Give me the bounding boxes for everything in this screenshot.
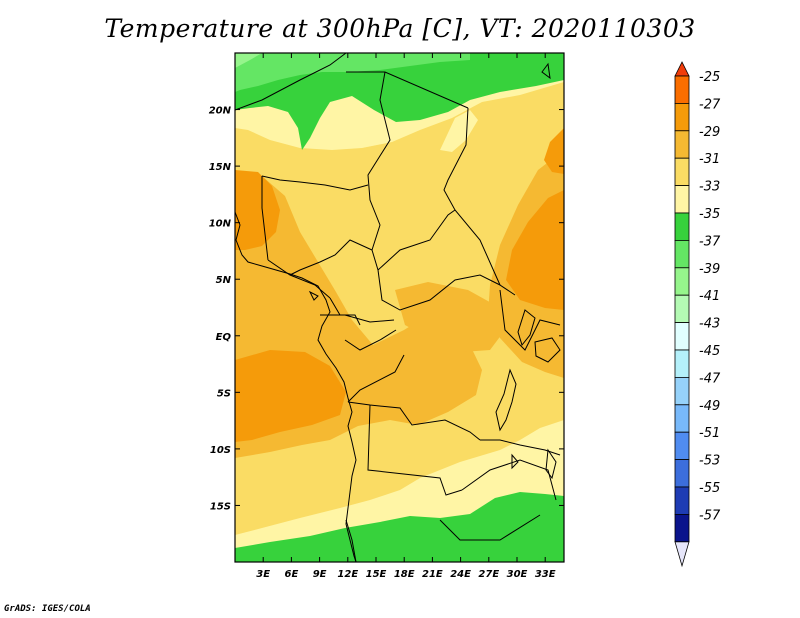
band-minus-39-north xyxy=(235,53,470,92)
lon-tick-label: 3E xyxy=(256,569,270,580)
band-minus-31-center xyxy=(395,282,505,352)
lat-tick-label: 15S xyxy=(210,501,231,512)
colorbar-swatch xyxy=(674,157,690,186)
colorbar-swatch xyxy=(674,212,690,241)
colorbar-label: -35 xyxy=(699,207,720,222)
lon-tick-label: 21E xyxy=(422,569,443,580)
colorbar-swatch xyxy=(674,431,690,461)
colorbar-label: -57 xyxy=(699,508,721,523)
colorbar-bottom-arrow xyxy=(674,541,690,568)
lon-tick-label: 27E xyxy=(478,569,499,580)
lat-tick-label: 10S xyxy=(210,445,231,456)
colorbar-label: -51 xyxy=(699,426,720,441)
lat-tick-label: 15N xyxy=(209,162,232,173)
colorbar-swatch xyxy=(674,267,690,296)
colorbar-swatch xyxy=(674,349,690,378)
lon-tick-label: 18E xyxy=(394,569,415,580)
colorbar-swatch xyxy=(674,459,690,488)
colorbar-label: -25 xyxy=(699,70,720,85)
colorbar-label: -47 xyxy=(699,371,721,386)
colorbar-top-arrow xyxy=(674,61,690,77)
band-minus-29-northwest xyxy=(235,170,280,250)
colorbar-label: -33 xyxy=(699,180,720,195)
lon-tick-label: 33E xyxy=(535,569,556,580)
colorbar-swatch xyxy=(674,404,690,433)
lon-tick-label: 12E xyxy=(337,569,358,580)
lon-tick-label: 30E xyxy=(507,569,528,580)
lat-tick-label: 20N xyxy=(209,106,232,117)
colorbar-label: -37 xyxy=(699,234,721,249)
colorbar-label: -55 xyxy=(699,481,720,496)
band-minus-29-southwest xyxy=(235,350,346,442)
colorbar-label: -43 xyxy=(699,317,720,332)
colorbar-swatch xyxy=(674,130,690,159)
colorbar-swatch xyxy=(674,322,690,351)
band-minus-35-northeast xyxy=(440,110,478,152)
coastline xyxy=(235,62,561,562)
lon-tick-label: 15E xyxy=(366,569,387,580)
colorbar-swatch xyxy=(674,75,690,104)
band-minus-37-north xyxy=(235,53,564,150)
colorbar-swatch xyxy=(674,294,690,324)
map-frame xyxy=(234,52,565,563)
colorbar-label: -29 xyxy=(699,125,720,140)
grads-credit: GrADS: IGES/COLA xyxy=(4,604,91,614)
colorbar-label: -49 xyxy=(699,399,720,414)
longitude-axis: 3E 6E 9E 12E 15E 18E 21E 24E 27E 30E 33E xyxy=(256,53,556,580)
colorbar-label: -41 xyxy=(699,289,720,304)
lat-tick-label: 10N xyxy=(209,219,232,230)
colorbar-swatch xyxy=(674,239,690,269)
colorbar: -25 -27 -29 -31 -33 -35 -37 -39 -41 -43 -45 -47 -49 -… xyxy=(674,61,721,568)
colorbar-swatch xyxy=(674,185,690,214)
latitude-axis: 20N 15N 10N 5N EQ 5S 10S 15S xyxy=(209,106,564,512)
temperature-field xyxy=(235,53,564,562)
colorbar-swatch xyxy=(674,486,690,515)
colorbar-label: -31 xyxy=(699,152,720,167)
band-minus-37-south xyxy=(235,492,564,562)
band-minus-41-corner xyxy=(235,53,262,68)
lat-tick-label: EQ xyxy=(216,332,232,343)
colorbar-label: -45 xyxy=(699,344,720,359)
band-minus-29-east xyxy=(506,190,564,310)
colorbar-swatch xyxy=(674,103,690,132)
lon-tick-label: 24E xyxy=(450,569,471,580)
lat-tick-label: 5N xyxy=(216,275,232,286)
lon-tick-label: 9E xyxy=(313,569,327,580)
colorbar-label: -27 xyxy=(699,97,721,112)
lon-tick-label: 6E xyxy=(285,569,299,580)
map-title: Temperature at 300hPa [C], VT: 202011030… xyxy=(104,14,696,43)
country-borders xyxy=(235,53,561,562)
colorbar-label: -39 xyxy=(699,262,720,277)
band-minus-29-top-right xyxy=(544,128,564,174)
colorbar-label: -53 xyxy=(699,454,720,469)
colorbar-swatch xyxy=(674,514,690,543)
lat-tick-label: 5S xyxy=(217,388,231,399)
colorbar-swatch xyxy=(674,376,690,406)
